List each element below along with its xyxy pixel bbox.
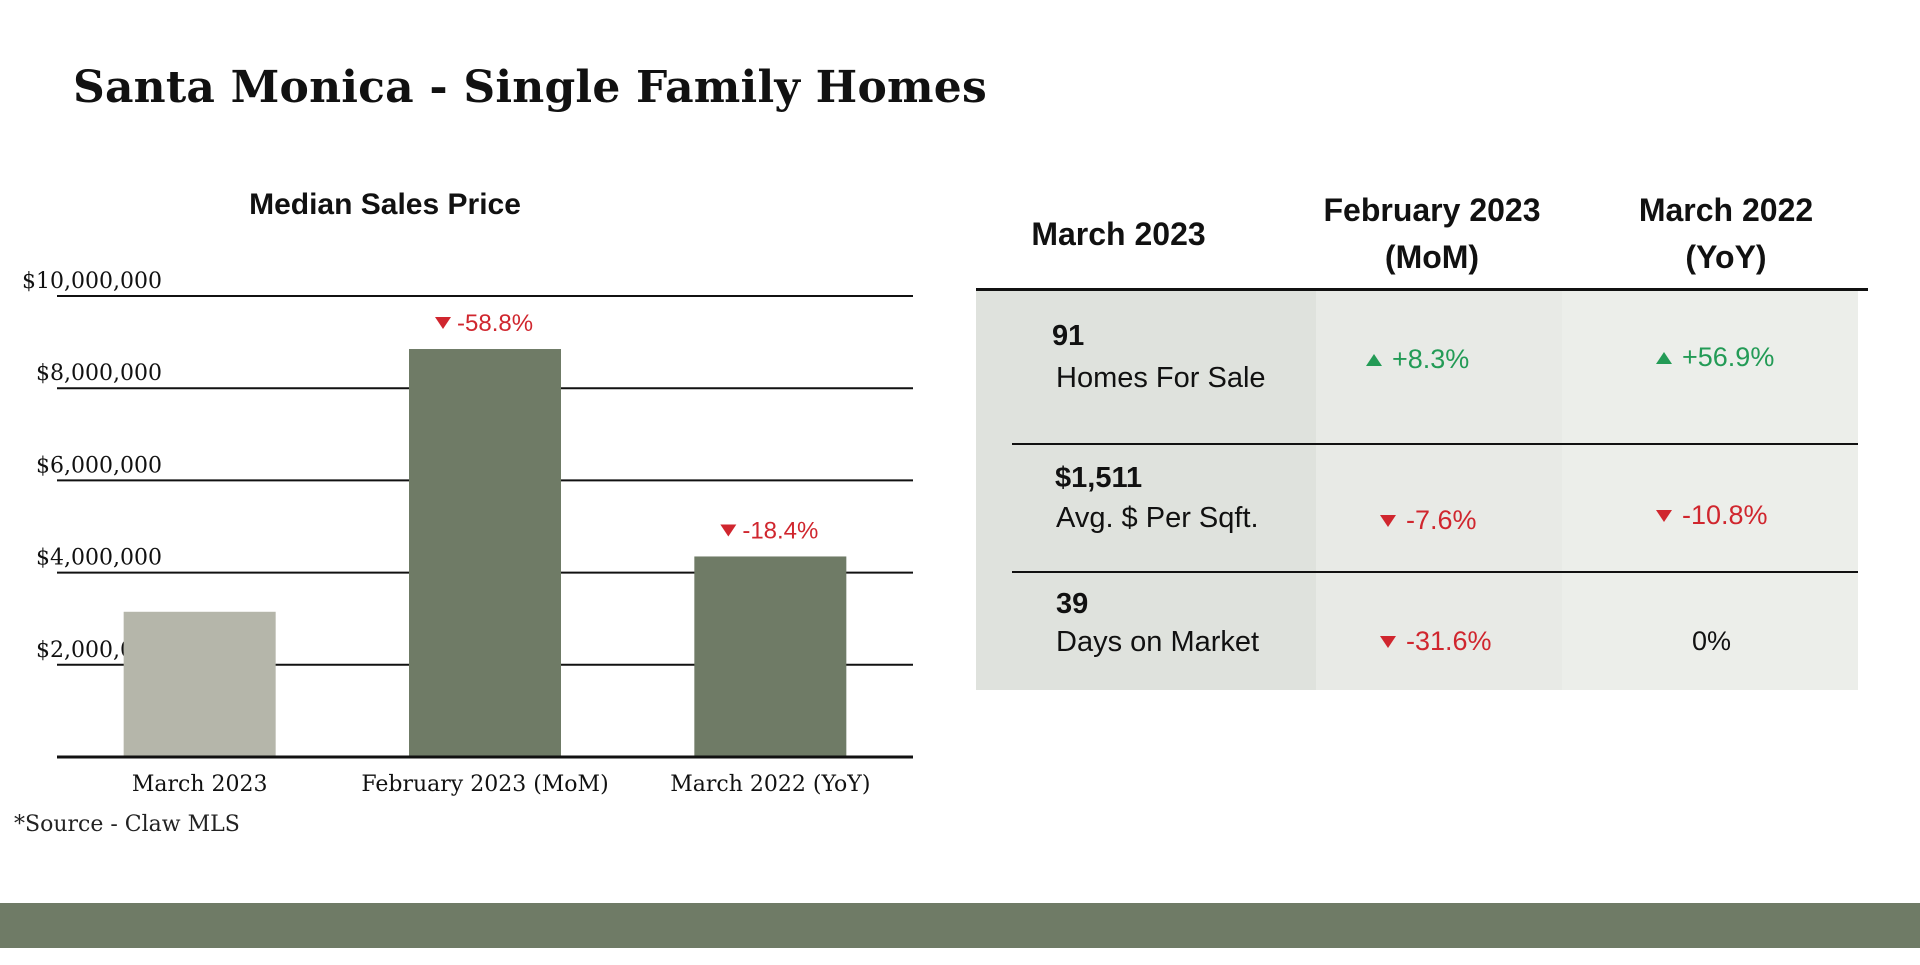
days-on-market-yoy: 0% [1692,626,1731,657]
data-label: -18.4% [742,517,818,544]
homes-for-sale-mom-value: +8.3% [1392,344,1470,374]
header-rule [976,288,1868,291]
x-tick-label: March 2022 (YoY) [670,772,870,797]
price-per-sqft-yoy-value: -10.8% [1682,500,1768,530]
header-mom: February 2023 (MoM) [1276,180,1588,288]
col-bg-yoy [1562,290,1858,690]
down-triangle-icon [720,524,737,537]
x-tick-label: March 2023 [132,772,268,797]
days-on-market-yoy-value: 0% [1692,626,1732,656]
metrics-table: March 2023 February 2023 (MoM) March 202… [976,180,1868,700]
price-per-sqft-value: $1,511 [1055,462,1143,494]
chart-title: Median Sales Price [249,188,521,221]
homes-for-sale-yoy: +56.9% [1656,342,1774,373]
page-title: Santa Monica - Single Family Homes [73,62,987,113]
up-triangle-icon [1656,351,1672,364]
homes-for-sale-yoy-value: +56.9% [1682,342,1775,372]
down-triangle-icon [1380,635,1396,648]
homes-for-sale-value: 91 [1052,320,1085,352]
up-triangle-icon [1366,353,1382,366]
days-on-market-mom-value: -31.6% [1406,626,1492,656]
y-tick-label: $8,000,000 [36,361,162,386]
bar [694,556,847,757]
data-label: -58.8% [457,310,533,337]
bar [409,349,561,757]
down-triangle-icon [435,317,451,330]
header-current: March 2023 [976,180,1261,288]
down-triangle-icon [1380,514,1396,527]
price-per-sqft-mom-value: -7.6% [1406,505,1477,535]
y-tick-label: $6,000,000 [36,453,162,478]
x-tick-label: February 2023 (MoM) [361,772,608,797]
col-bg-mom [1316,290,1562,690]
col-bg-current [976,290,1316,690]
bar [123,611,276,757]
price-per-sqft-label: Avg. $ Per Sqft. [1056,502,1259,534]
row-divider-1 [1012,443,1858,445]
homes-for-sale-label: Homes For Sale [1056,362,1266,394]
header-yoy-label: March 2022 (YoY) [1638,192,1814,275]
days-on-market-value: 39 [1056,588,1089,620]
row-divider-2 [1012,571,1858,573]
header-mom-label: February 2023 (MoM) [1323,192,1541,275]
price-per-sqft-yoy: -10.8% [1656,500,1768,531]
y-tick-label: $4,000,000 [36,546,162,571]
y-tick-label: $10,000,000 [22,269,162,294]
source-note: *Source - Claw MLS [14,812,240,837]
days-on-market-mom: -31.6% [1380,626,1492,657]
median-sales-price-chart: $2,000,000 $4,000,000 $6,000,000 $8,000,000… [0,180,940,870]
bar-chart-svg: $2,000,000$4,000,000$6,000,000$8,000,000… [22,269,913,797]
homes-for-sale-mom: +8.3% [1366,344,1469,375]
footer-band [0,903,1920,948]
header-yoy: March 2022 (YoY) [1576,180,1876,288]
days-on-market-label: Days on Market [1056,626,1260,658]
price-per-sqft-mom: -7.6% [1380,505,1477,536]
header-current-label: March 2023 [1031,215,1206,252]
down-triangle-icon [1656,509,1672,522]
